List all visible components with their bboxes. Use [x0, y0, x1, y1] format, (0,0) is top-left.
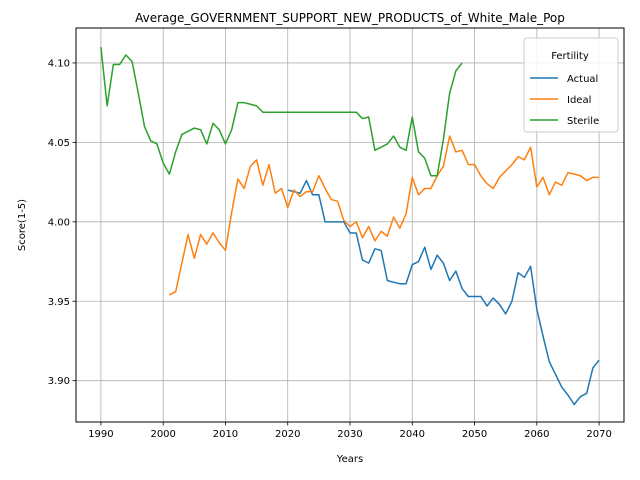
chart-legend: Fertility Actual Ideal Sterile [523, 37, 619, 133]
legend-label-actual: Actual [567, 74, 598, 85]
series-line-ideal [169, 135, 600, 296]
x-tick-label: 2010 [213, 429, 238, 440]
x-tick-label: 2050 [462, 429, 487, 440]
axis-ticks: 1990 2000 2010 2020 2030 2040 2050 2060 2070 3.90… [48, 58, 612, 440]
x-tick-label: 2020 [275, 429, 300, 440]
series-line-actual [287, 179, 600, 406]
y-axis-label: Score(1-5) [17, 199, 28, 251]
x-tick-label: 2040 [400, 429, 425, 440]
legend-entries: Actual Ideal Sterile [530, 74, 599, 127]
legend-title: Fertility [551, 51, 589, 62]
series-line-sterile [100, 46, 463, 177]
y-tick-label: 3.95 [48, 297, 70, 308]
y-tick-label: 3.90 [48, 376, 70, 387]
x-tick-label: 2030 [337, 429, 362, 440]
legend-label-sterile: Sterile [567, 116, 599, 127]
x-tick-label: 2060 [524, 429, 549, 440]
x-tick-label: 1990 [88, 429, 113, 440]
y-tick-label: 4.05 [48, 138, 70, 149]
y-tick-label: 4.10 [48, 58, 70, 69]
x-tick-label: 2000 [150, 429, 175, 440]
y-tick-label: 4.00 [48, 217, 70, 228]
x-tick-label: 2070 [586, 429, 611, 440]
legend-label-ideal: Ideal [567, 95, 591, 106]
chart-title: Average_GOVERNMENT_SUPPORT_NEW_PRODUCTS_… [135, 11, 565, 25]
legend-box [523, 37, 619, 133]
x-axis-label: Years [336, 454, 363, 465]
series-lines [100, 46, 600, 406]
